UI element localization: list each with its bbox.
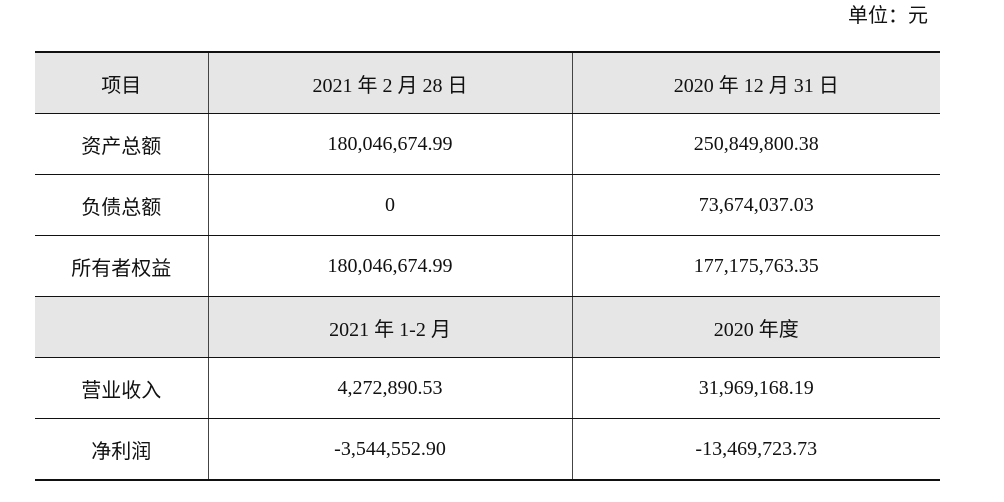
- header-cell: 2020 年 12 月 31 日: [571, 51, 940, 114]
- table-cell: 0: [207, 174, 572, 236]
- table-row: 资产总额 180,046,674.99 250,849,800.38: [35, 113, 940, 175]
- table-cell: 73,674,037.03: [571, 174, 940, 236]
- header-cell: 2021 年 1-2 月: [207, 296, 572, 358]
- table-row: 项目 2021 年 2 月 28 日 2020 年 12 月 31 日: [35, 51, 940, 114]
- table-cell: 资产总额: [35, 113, 208, 175]
- table-cell: 31,969,168.19: [571, 357, 940, 419]
- header-cell: 2021 年 2 月 28 日: [207, 51, 572, 114]
- table-cell: 180,046,674.99: [207, 113, 572, 175]
- data-table: 项目 2021 年 2 月 28 日 2020 年 12 月 31 日资产总额 180…: [35, 51, 940, 481]
- table-row: 净利润 -3,544,552.90 -13,469,723.73: [35, 418, 940, 481]
- table-row: 负债总额 0 73,674,037.03: [35, 174, 940, 236]
- table-cell: 250,849,800.38: [571, 113, 940, 175]
- table-cell: 4,272,890.53: [207, 357, 572, 419]
- table-row: 所有者权益 180,046,674.99 177,175,763.35: [35, 235, 940, 297]
- header-cell: [35, 296, 208, 358]
- table-row: 营业收入 4,272,890.53 31,969,168.19: [35, 357, 940, 419]
- table-body: 项目 2021 年 2 月 28 日 2020 年 12 月 31 日资产总额 180…: [35, 51, 940, 481]
- table-cell: 营业收入: [35, 357, 208, 419]
- table-row: 2021 年 1-2 月 2020 年度: [35, 296, 940, 358]
- table-cell: 180,046,674.99: [207, 235, 572, 297]
- header-cell: 项目: [35, 51, 208, 114]
- table-cell: 净利润: [35, 418, 208, 481]
- table-cell: 所有者权益: [35, 235, 208, 297]
- table-cell: -13,469,723.73: [571, 418, 940, 481]
- unit-label: 单位：元: [848, 5, 928, 27]
- table-cell: 177,175,763.35: [571, 235, 940, 297]
- header-cell: 2020 年度: [571, 296, 940, 358]
- table-cell: 负债总额: [35, 174, 208, 236]
- table-cell: -3,544,552.90: [207, 418, 572, 481]
